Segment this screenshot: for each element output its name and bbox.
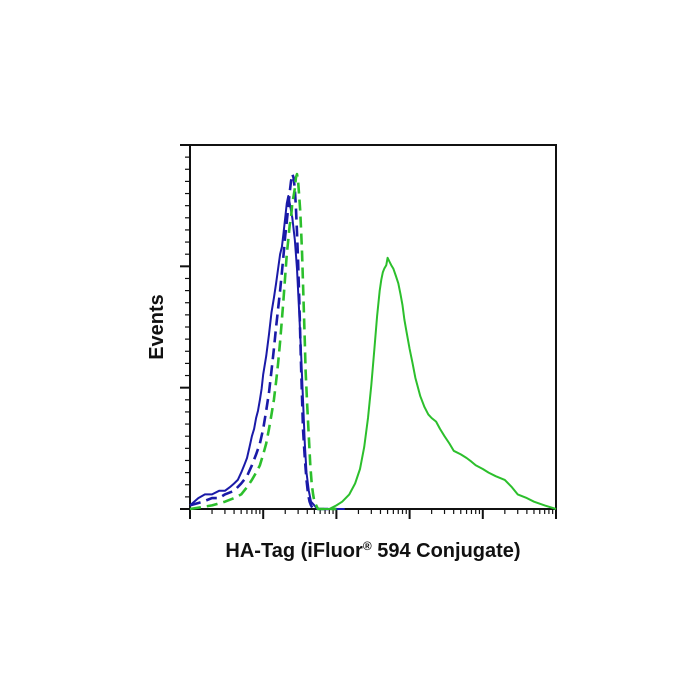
series-line-4 [320,256,557,510]
series-line-2 [189,172,337,511]
x-axis-title: HA-Tag (iFluor® 594 Conjugate) [225,539,520,562]
series-layer [189,172,557,511]
series-line-1 [189,195,345,510]
x-axis-title-main: HA-Tag (iFluor [225,540,363,562]
x-axis-ticks [189,509,557,519]
x-axis-title-sup: ® [363,539,372,553]
y-axis-ticks [180,144,190,510]
series-line-3 [189,172,337,511]
y-axis-title: Events [146,294,168,360]
plot-frame [189,144,557,510]
x-axis-title-tail: 594 Conjugate) [372,540,521,562]
